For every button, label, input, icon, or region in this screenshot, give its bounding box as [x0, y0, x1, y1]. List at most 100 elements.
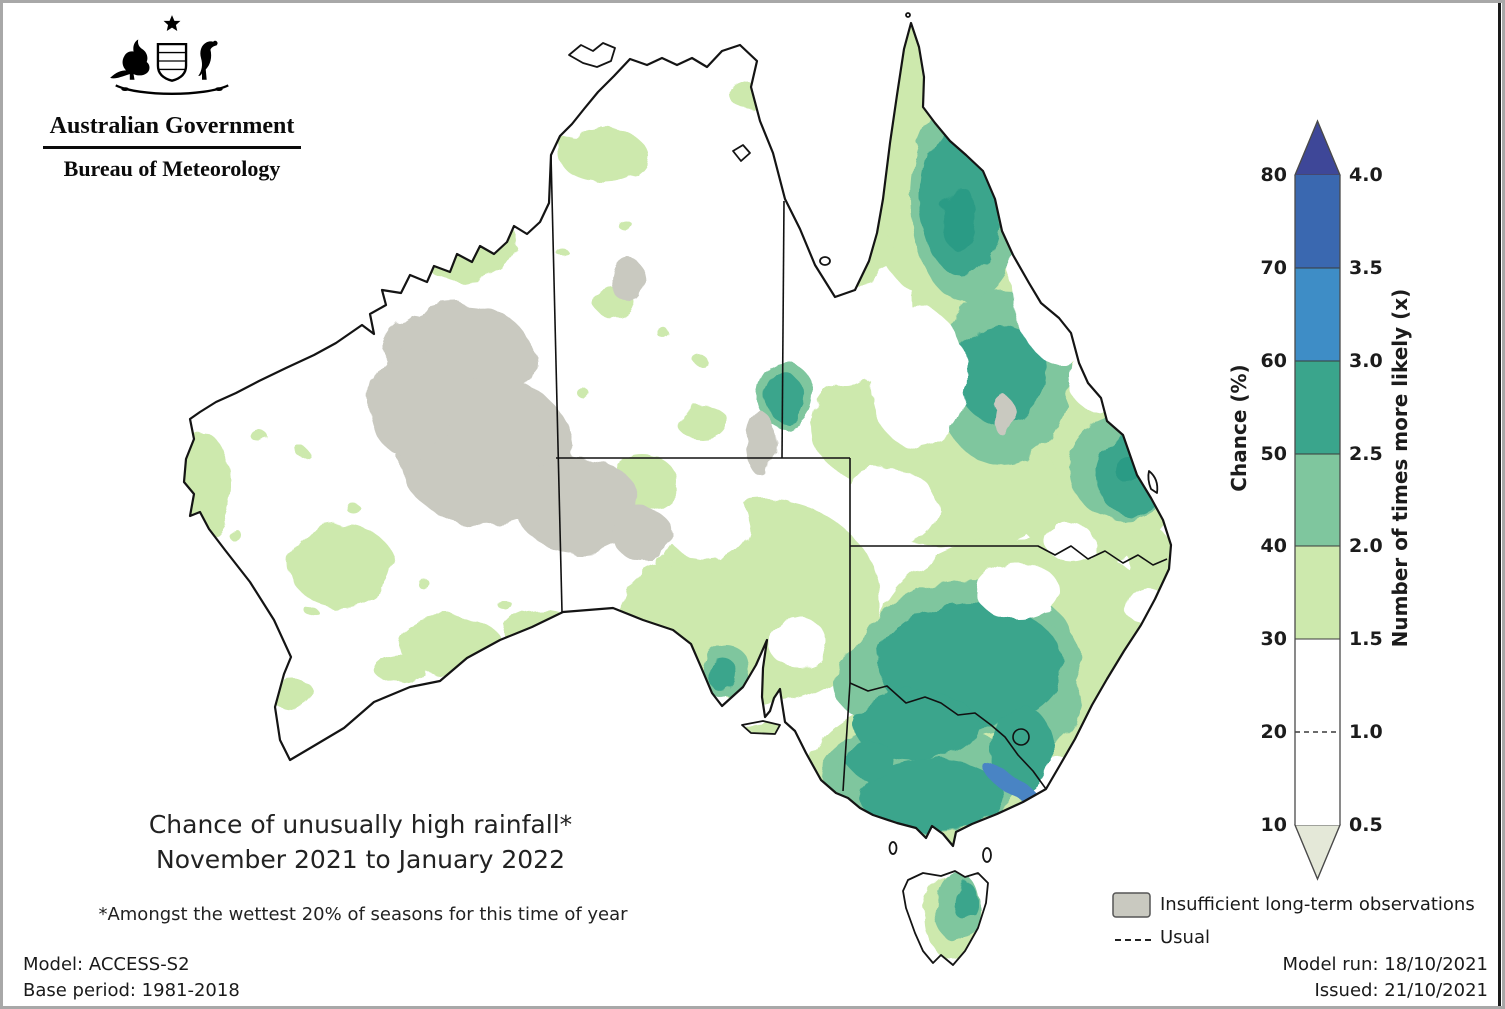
australia-rainfall-map: 80 70 60 50 40 30 20 10 4.0 3.5 3.0 2.5 …	[172, 12, 1412, 966]
rainfall-field-blob	[955, 327, 1047, 423]
king-island	[888, 841, 898, 855]
base-period-label: Base period: 1981-2018	[23, 980, 240, 1001]
state-borders	[550, 154, 1168, 792]
rainfall-field-blob	[768, 619, 828, 667]
map-title-line1: Chance of unusually high rainfall*	[148, 810, 573, 839]
colorbar: 80 70 60 50 40 30 20 10 4.0 3.5 3.0 2.5 …	[1227, 119, 1412, 881]
colorbar-chance-ticks: 80 70 60 50 40 30 20 10	[1261, 164, 1287, 836]
rainfall-field-blob	[657, 328, 669, 338]
act-border	[1012, 728, 1030, 746]
rainfall-field-blob	[369, 348, 453, 458]
groote-eylandt	[732, 144, 751, 162]
tick-chance-30: 30	[1261, 628, 1287, 650]
colorbar-seg-50-60	[1295, 361, 1340, 454]
right-edge-rule	[1498, 3, 1501, 1006]
rainfall-field-blob	[559, 128, 647, 182]
kangaroo-silhouette	[110, 39, 150, 80]
rainfall-field-blob	[612, 257, 644, 303]
map-footnote: *Amongst the wettest 20% of seasons for …	[98, 904, 628, 925]
fraser-island	[1147, 470, 1159, 494]
tick-mult-3.5: 3.5	[1349, 257, 1383, 279]
map-title-line2: November 2021 to January 2022	[156, 845, 565, 874]
rainfall-field-blob	[1069, 339, 1121, 411]
rainfall-field-blob	[250, 429, 266, 441]
tick-chance-60: 60	[1261, 350, 1287, 372]
rainfall-field-blob	[678, 405, 728, 441]
colorbar-seg-60-70	[1295, 268, 1340, 361]
rainfall-field-blob	[606, 648, 620, 658]
rainfall-field-blob	[417, 578, 429, 588]
emu-silhouette	[198, 40, 218, 80]
rainfall-field-blob	[942, 185, 976, 251]
rainfall-field-blob	[297, 448, 309, 458]
colorbar-seg-10-20	[1295, 732, 1340, 825]
rainfall-field-blob	[982, 764, 1044, 808]
rainfall-field-blob	[837, 178, 849, 188]
tick-chance-80: 80	[1261, 164, 1287, 186]
chance-axis-label: Chance (%)	[1227, 364, 1251, 491]
tick-mult-2.5: 2.5	[1349, 443, 1383, 465]
rainfall-field-blob	[696, 358, 710, 368]
colorbar-arrow-bottom	[1294, 824, 1341, 881]
issued-label: Issued: 21/10/2021	[1314, 980, 1488, 1001]
rainfall-field-blob	[1010, 173, 1106, 363]
rainfall-field-blob	[859, 759, 1003, 831]
colorbar-arrow-top	[1294, 119, 1341, 176]
rainfall-field-blob	[849, 740, 893, 780]
model-label: Model: ACCESS-S2	[23, 954, 190, 975]
rainfall-field-blob	[616, 218, 630, 228]
rainfall-field-blob	[184, 433, 231, 537]
rainfall-field-blob	[373, 654, 423, 682]
torres-strait-islet	[905, 12, 911, 18]
rainfall-field-blob	[708, 658, 738, 692]
kangaroo-island	[741, 720, 781, 735]
rainfall-field-blob	[952, 882, 978, 920]
rainfall-field-blob	[818, 308, 878, 388]
tick-mult-1.0: 1.0	[1349, 721, 1383, 743]
colorbar-seg-20-30	[1295, 639, 1340, 732]
tick-mult-2.0: 2.0	[1349, 535, 1383, 557]
rainfall-field-blob	[655, 557, 671, 569]
mornington-island	[819, 256, 831, 266]
tick-chance-50: 50	[1261, 443, 1287, 465]
rainfall-field-blob	[172, 435, 184, 451]
rainfall-field-blob	[496, 598, 510, 608]
model-run-label: Model run: 18/10/2021	[1282, 954, 1488, 975]
rainfall-field-blob	[745, 411, 775, 475]
rainfall-field-blob	[346, 503, 360, 513]
map-legend-swatches	[1112, 892, 1152, 941]
tick-chance-20: 20	[1261, 721, 1287, 743]
insufficient-observations-swatch	[1112, 892, 1151, 918]
colorbar-seg-40-50	[1295, 454, 1340, 546]
tick-mult-4.0: 4.0	[1349, 164, 1383, 186]
colorbar-multiplier-ticks: 4.0 3.5 3.0 2.5 2.0 1.5 1.0 0.5	[1349, 164, 1383, 836]
rainfall-field-blob	[837, 223, 893, 287]
multiplier-axis-label: Number of times more likely (x)	[1388, 289, 1412, 648]
rainfall-field-blob	[976, 563, 1060, 619]
legend-usual-label: Usual	[1160, 927, 1210, 948]
rainfall-field-blob	[1046, 525, 1096, 561]
tick-mult-0.5: 0.5	[1349, 814, 1383, 836]
rainfall-field-blob	[992, 395, 1014, 435]
legend-insufficient-label: Insufficient long-term observations	[1160, 894, 1475, 915]
map-title: Chance of unusually high rainfall* Novem…	[63, 807, 658, 877]
bom-logo: Australian Government Bureau of Meteorol…	[43, 13, 301, 182]
australian-coat-of-arms-icon	[110, 15, 229, 95]
rainfall-field-blob	[1137, 403, 1171, 459]
rainfall-field-blob	[555, 658, 571, 668]
rainfall-field-blob	[666, 485, 750, 561]
rainfall-field-blob	[516, 457, 640, 553]
rainfall-field-blob	[413, 205, 517, 281]
rainfall-field-blob	[289, 523, 393, 607]
logo-agency-text: Bureau of Meteorology	[63, 156, 281, 181]
rainfall-field-blob	[766, 374, 804, 422]
rainfall-field-blob	[577, 388, 589, 398]
mainland-coastline	[182, 21, 1173, 848]
melville-island	[568, 42, 616, 68]
tasmania-coastline	[902, 870, 989, 966]
colorbar-seg-30-40	[1295, 546, 1340, 639]
rainfall-field-blob	[838, 468, 938, 548]
rainfall-field-blob	[307, 608, 319, 618]
run-metadata: Model run: 18/10/2021 Issued: 21/10/2021	[1282, 952, 1488, 1004]
